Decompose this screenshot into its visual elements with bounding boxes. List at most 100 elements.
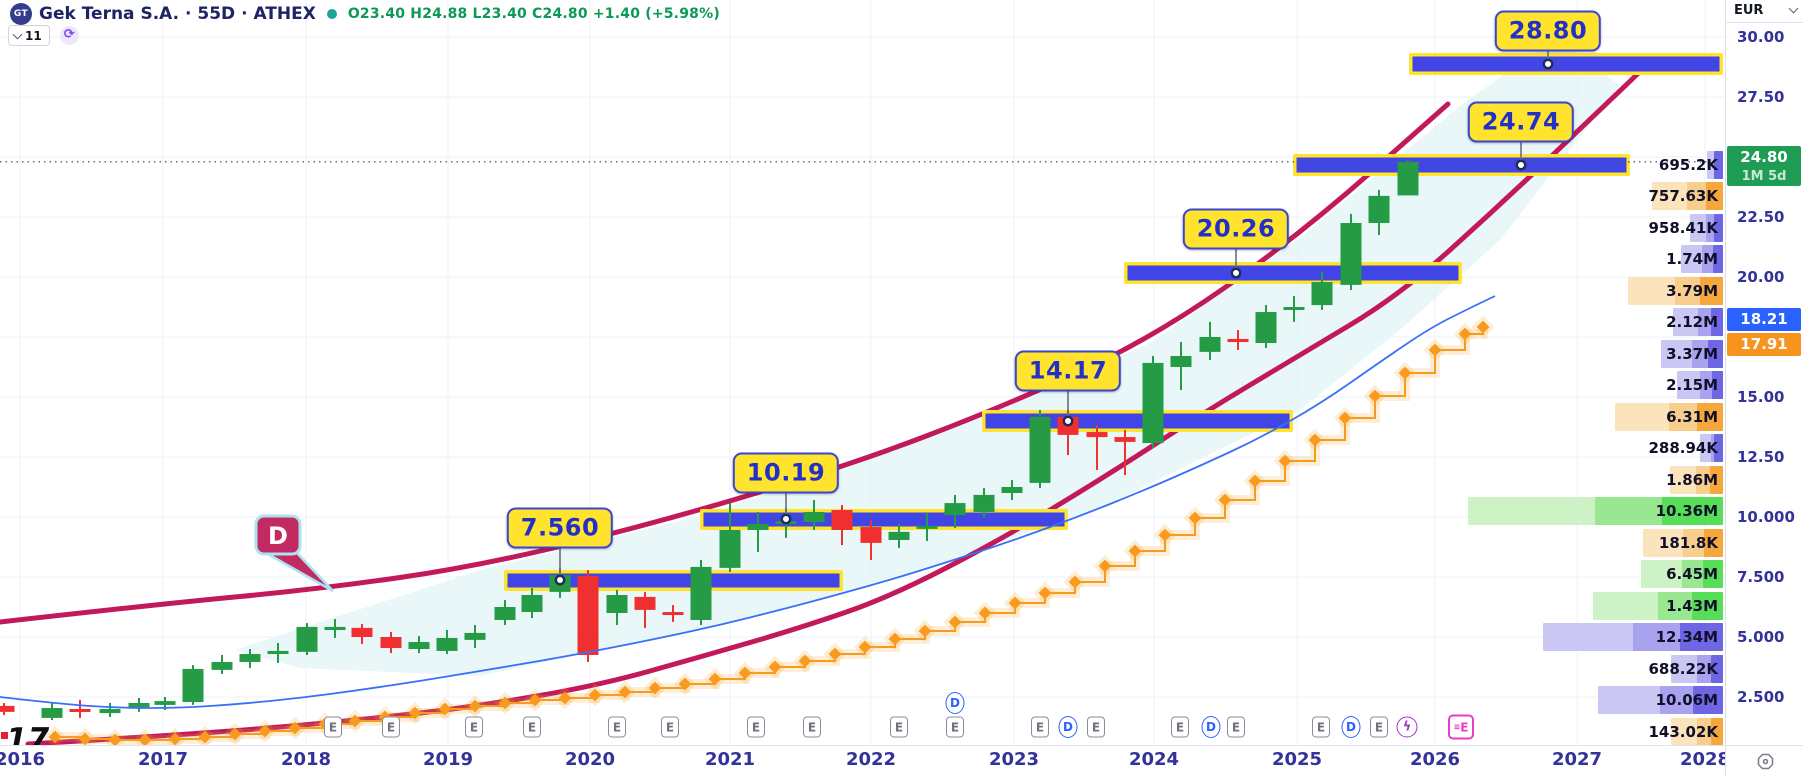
ma-axis-label[interactable]: 17.91 [1727, 333, 1801, 356]
candle-body [1086, 432, 1108, 438]
currency-selector[interactable]: EUR [1734, 3, 1764, 18]
level-price-label[interactable]: 14.17 [1014, 350, 1122, 392]
level-anchor-dot[interactable] [780, 513, 792, 525]
volume-profile-bar [1706, 182, 1723, 210]
level-anchor-dot[interactable] [554, 574, 566, 586]
symbol-header: GT Gek Terna S.A. · 55D · ATHEX O23.40 H… [10, 3, 720, 25]
candle-body [1397, 161, 1419, 196]
price-tick: 22.50 [1737, 208, 1785, 226]
candle-body [464, 632, 486, 640]
pitchfork-upper-curve[interactable] [0, 101, 1451, 625]
last-price-label[interactable]: 24.80 1M 5d [1727, 146, 1801, 186]
volume-profile-bar [1713, 245, 1723, 273]
level-anchor-dot[interactable] [1515, 159, 1527, 171]
volume-profile-bar [1710, 466, 1723, 494]
price-tick: 30.00 [1737, 28, 1785, 46]
candle-body [1227, 338, 1249, 343]
volume-profile-value: 181.8K [1658, 534, 1718, 552]
candle-body [888, 531, 910, 541]
volume-profile-value: 6.31M [1666, 408, 1718, 426]
level-anchor-dot[interactable] [1542, 58, 1554, 70]
candle-body [606, 595, 628, 613]
level-anchor-dot[interactable] [1062, 415, 1074, 427]
candle-body [1283, 307, 1305, 310]
candle-body [1114, 437, 1136, 442]
year-tick: 2021 [704, 749, 756, 770]
volume-profile-bar [1711, 308, 1723, 336]
volume-profile-value: 10.06M [1655, 691, 1718, 709]
level-price-label[interactable]: 24.74 [1467, 101, 1575, 143]
year-tick: 2024 [1128, 749, 1180, 770]
candle-body [1311, 282, 1333, 306]
candle-body [351, 627, 373, 637]
candle-body [211, 661, 233, 670]
volume-profile-bar [1704, 529, 1723, 557]
chevron-down-icon [12, 29, 23, 39]
ma-axis-label[interactable]: 18.21 [1727, 308, 1801, 331]
volume-profile-bar [1697, 403, 1723, 431]
level-price-label[interactable]: 10.19 [732, 452, 840, 494]
volume-profile-bar [1714, 151, 1723, 179]
candle-body [1340, 223, 1362, 285]
zone-bar[interactable] [1412, 56, 1720, 72]
volume-profile-bar [1680, 623, 1723, 651]
candle-body [662, 612, 684, 616]
price-axis[interactable]: EUR 30.00 27.50 22.50 20.00 15.00 12.50 10.000… [1725, 0, 1803, 775]
candle-body [69, 709, 91, 712]
volume-profile-value: 757.63K [1648, 187, 1718, 205]
volume-profile-value: 12.34M [1655, 628, 1718, 646]
price-tick: 27.50 [1737, 88, 1785, 106]
volume-profile-value: 1.43M [1666, 597, 1718, 615]
candle-body [831, 510, 853, 530]
volume-profile-bar [1703, 560, 1723, 588]
candle-body [267, 650, 289, 655]
degree-flag-label: D [268, 522, 288, 550]
volume-profile-bar [1714, 214, 1723, 242]
chart-toolbar: 11 ⟳ [8, 25, 79, 46]
level-price-label[interactable]: 7.560 [506, 507, 614, 549]
volume-profile-bar [1662, 497, 1723, 525]
price-tick: 2.500 [1737, 688, 1785, 706]
axis-settings-icon[interactable] [1757, 753, 1774, 770]
volume-profile: 695.2K 757.63K 958.41K 1.74M 3.79M 2.12M 3.37M… [1468, 151, 1723, 745]
symbol-logo[interactable]: GT [10, 3, 32, 25]
price-tick: 7.500 [1737, 568, 1785, 586]
zone-bar[interactable] [1296, 157, 1627, 173]
indicators-count-dropdown[interactable]: 11 [8, 25, 50, 46]
year-tick: 2018 [280, 749, 332, 770]
volume-profile-value: 1.86M [1666, 471, 1718, 489]
year-tick: 2025 [1271, 749, 1323, 770]
axis-corner[interactable] [1725, 745, 1803, 776]
year-tick: 2022 [845, 749, 897, 770]
year-tick: 2026 [1409, 749, 1461, 770]
candle-body [0, 705, 15, 712]
candle-body [1199, 337, 1221, 352]
price-tick: 20.00 [1737, 268, 1785, 286]
candle-body [128, 703, 150, 708]
ma-line-blue[interactable] [0, 295, 1496, 709]
candle-body [1170, 355, 1192, 367]
price-tick: 10.000 [1737, 508, 1795, 526]
volume-profile-value: 2.15M [1666, 376, 1718, 394]
volume-profile-value: 288.94K [1648, 439, 1718, 457]
volume-profile-value: 6.45M [1666, 565, 1718, 583]
ohlc-values: O23.40 H24.88 L23.40 C24.80 +1.40 (+5.98… [347, 6, 720, 22]
level-price-label[interactable]: 20.26 [1182, 208, 1290, 250]
candle-body [324, 626, 346, 631]
chevron-down-icon[interactable] [1788, 3, 1799, 14]
candle-body [494, 607, 516, 620]
candle-body [99, 709, 121, 714]
volume-profile-value: 3.37M [1666, 345, 1718, 363]
candle-body [154, 701, 176, 705]
sync-icon[interactable]: ⟳ [59, 26, 79, 45]
symbol-title[interactable]: Gek Terna S.A. · 55D · ATHEX [39, 4, 316, 24]
candle-body [634, 596, 656, 610]
level-price-label[interactable]: 28.80 [1494, 10, 1602, 52]
candle-body [916, 525, 938, 529]
time-axis[interactable]: 2016 2017 2018 2019 2020 2021 2022 2023 2024 2025… [0, 745, 1725, 776]
degree-flag[interactable] [254, 514, 302, 556]
level-anchor-dot[interactable] [1230, 267, 1242, 279]
zone-bar[interactable] [1127, 265, 1459, 281]
candle-body [1142, 362, 1164, 444]
